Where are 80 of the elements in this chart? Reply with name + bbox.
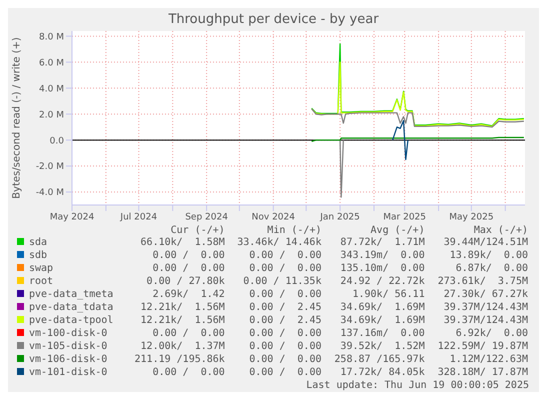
text: 343.19m/ 0.00 xyxy=(339,249,426,262)
y-tick-label: -4.0 M xyxy=(36,188,64,198)
text: 0.00 / 0.00 xyxy=(152,249,226,262)
text: Min (-/+) xyxy=(266,225,322,236)
legend-label: swap xyxy=(28,262,54,275)
text: 33.46k/ 14.46k xyxy=(236,236,322,249)
legend-label: pve-data_tmeta xyxy=(28,288,114,301)
line-series xyxy=(311,62,525,128)
y-tick-label: 0.0 xyxy=(50,136,64,146)
text: 12.00k/ 1.37M xyxy=(140,340,226,353)
text: Max (-/+) xyxy=(472,225,529,236)
text: 328.18M/ 17.87M xyxy=(436,366,529,379)
text: 0.00 / 0.00 xyxy=(248,249,322,262)
text: 2.69k/ 1.42 xyxy=(152,288,226,301)
text: 135.10m/ 0.00 xyxy=(339,262,426,275)
text: 0.00 / 0.00 xyxy=(248,353,322,366)
y-tick-label: 6.0 M xyxy=(39,58,64,68)
text: 0.00 / 0.00 xyxy=(152,327,226,340)
y-tick-label: 8.0 M xyxy=(39,32,64,42)
y-axis-title: Bytes/second read (-) / write (+) xyxy=(12,37,23,199)
x-tick-label: Mar 2025 xyxy=(383,212,426,222)
y-tick-label: 2.0 M xyxy=(39,110,64,120)
text: 12.21k/ 1.56M xyxy=(140,301,226,314)
text: Avg (-/+) xyxy=(370,225,426,236)
text: 0.00 / 11.35k xyxy=(242,275,322,288)
text: 6.92k/ 0.00 xyxy=(454,327,529,340)
text: 39.52k/ 1.52M xyxy=(339,340,426,353)
text: 0.00 / 0.00 xyxy=(248,262,322,275)
text: 0.00 / 0.00 xyxy=(248,340,322,353)
text: 34.69k/ 1.69M xyxy=(339,314,426,327)
chart-title: Throughput per device - by year xyxy=(167,11,380,27)
text: 1.12M/122.63M xyxy=(448,353,529,366)
text: 39.44M/124.51M xyxy=(442,236,529,249)
text: 17.72k/ 84.05k xyxy=(339,366,426,379)
text: 39.37M/124.43M xyxy=(442,314,529,327)
text: 122.59M/ 19.87M xyxy=(436,340,529,353)
legend-label: vm-101-disk-0 xyxy=(28,366,108,379)
text: Cur (-/+) xyxy=(170,225,226,236)
text: 1.90k/ 56.11 xyxy=(351,288,426,301)
text: 13.89k/ 0.00 xyxy=(448,249,529,262)
text: 0.00 / 0.00 xyxy=(248,366,322,379)
text: 0.00 / 0.00 xyxy=(248,327,322,340)
text: 273.61k/ 3.75M xyxy=(436,275,529,288)
x-tick-label: Nov 2024 xyxy=(252,212,296,222)
y-tick-label: 4.0 M xyxy=(39,84,64,94)
text: 34.69k/ 1.69M xyxy=(339,301,426,314)
text: 137.16m/ 0.00 xyxy=(339,327,426,340)
line-series xyxy=(311,43,525,126)
x-tick-label: May 2025 xyxy=(449,212,494,222)
text: 39.37M/124.43M xyxy=(442,301,529,314)
text: 258.87 /165.97k xyxy=(333,353,426,366)
text: 27.30k/ 67.27k xyxy=(442,288,529,301)
line-series xyxy=(392,120,409,160)
legend-label: sdb xyxy=(28,249,48,262)
text: 6.87k/ 0.00 xyxy=(454,262,529,275)
text: 0.00 / 0.00 xyxy=(248,288,322,301)
x-tick-label: May 2024 xyxy=(50,212,94,222)
legend-label: pve-data-tpool xyxy=(28,314,114,327)
x-tick-label: Jan 2025 xyxy=(319,212,360,222)
legend-label: pve-data_tdata xyxy=(28,301,114,314)
text: 66.10k/ 1.58M xyxy=(140,236,226,249)
legend-label: vm-106-disk-0 xyxy=(28,353,108,366)
text: 0.00 / 27.80k xyxy=(146,275,226,288)
text: 0.00 / 2.45 xyxy=(248,314,322,327)
legend-label: root xyxy=(28,275,54,288)
x-tick-label: Sep 2024 xyxy=(185,212,228,222)
text: 0.00 / 2.45 xyxy=(248,301,322,314)
text: 211.19 /195.86k xyxy=(134,353,226,366)
text: 24.92 / 22.72k xyxy=(339,275,426,288)
legend-label: sda xyxy=(28,236,48,249)
y-tick-label: -2.0 M xyxy=(36,162,64,172)
x-tick-label: Jul 2024 xyxy=(119,212,158,222)
legend-label: vm-105-disk-0 xyxy=(28,340,108,353)
text: 0.00 / 0.00 xyxy=(152,262,226,275)
text: 12.21k/ 1.56M xyxy=(140,314,226,327)
line-series xyxy=(311,108,525,128)
text: Last update: Thu Jun 19 00:00:05 2025 xyxy=(305,379,530,392)
legend-label: vm-100-disk-0 xyxy=(28,327,108,340)
text: 0.00 / 0.00 xyxy=(152,366,226,379)
text: 87.72k/ 1.71M xyxy=(339,236,426,249)
